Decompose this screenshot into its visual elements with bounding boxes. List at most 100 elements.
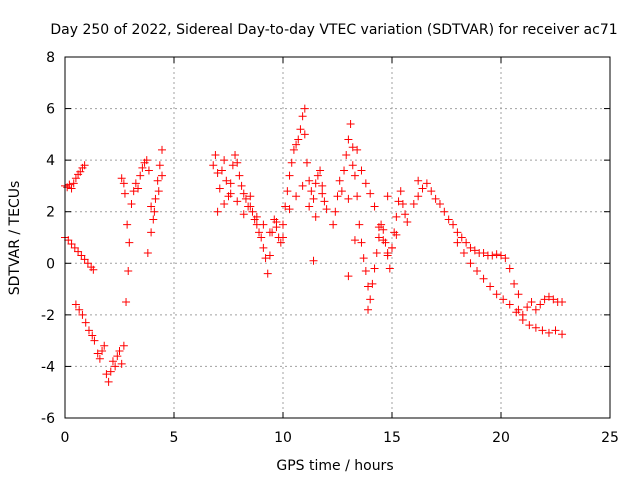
data-point [84,326,93,335]
data-point [89,265,98,274]
data-point [366,295,375,304]
data-point [444,215,453,224]
data-point [298,181,307,190]
data-point [281,202,290,211]
data-point [294,135,303,144]
x-tick-label: 20 [492,430,510,446]
data-point [329,220,338,229]
data-point [558,297,567,306]
data-point [158,145,167,154]
data-point [88,331,97,340]
data-point [283,187,292,196]
data-point [409,199,418,208]
data-point [69,179,78,188]
data-point [265,251,274,260]
data-point [492,290,501,299]
data-point [151,194,160,203]
chart-title: Day 250 of 2022, Sidereal Day-to-day VTE… [50,22,617,38]
data-point [102,370,111,379]
y-tick-label: -2 [41,308,55,324]
x-tick-label: 10 [274,430,292,446]
data-point [239,210,248,219]
axis-ticks: 0 5 10 15 20 25 -6 -4 -2 0 2 4 6 8 [41,50,619,446]
data-point [83,259,92,268]
data-point [370,202,379,211]
y-tick-label: 0 [46,256,55,272]
x-axis-label: GPS time / hours [276,458,393,474]
data-point [307,187,316,196]
data-point [90,336,99,345]
data-point [374,223,383,232]
data-point [119,179,128,188]
data-point [117,359,126,368]
data-point [350,236,359,245]
plot-frame [64,56,611,419]
data-point [220,156,229,165]
data-point [473,267,482,276]
y-tick-label: 8 [46,50,55,66]
data-point [150,207,159,216]
data-point [418,184,427,193]
data-point [364,305,373,314]
data-point [466,259,475,268]
data-point [252,212,261,221]
data-point [143,248,152,257]
data-point [536,300,545,309]
data-point [479,274,488,283]
data-point [248,207,257,216]
data-point [486,282,495,291]
data-point [531,323,540,332]
data-point [215,184,224,193]
data-point [372,248,381,257]
data-point [149,215,158,224]
data-point [64,236,73,245]
data-point [222,176,231,185]
data-point [427,187,436,196]
data-point [257,233,266,242]
data-point [300,104,309,113]
data-point [459,248,468,257]
data-point [241,194,250,203]
data-point [255,228,264,237]
data-point [246,192,255,201]
data-point [67,184,76,193]
data-point [93,349,102,358]
data-point [108,357,117,366]
data-point [263,269,272,278]
x-tick-label: 5 [170,430,179,446]
data-point [392,230,401,239]
data-point [398,199,407,208]
data-point [311,179,320,188]
data-point [353,145,362,154]
data-point [514,305,523,314]
data-point [396,187,405,196]
data-point [316,166,325,175]
data-point [505,300,514,309]
data-point [370,264,379,273]
data-point [259,220,268,229]
data-point [385,264,394,273]
data-point [383,192,392,201]
data-point [344,135,353,144]
y-axis-label: SDTVAR / TECUs [7,181,23,296]
data-point [129,187,138,196]
data-point [75,305,84,314]
data-point [540,295,549,304]
data-point [74,247,83,256]
data-point [239,189,248,198]
data-point [228,161,237,170]
data-point [531,305,540,314]
data-point [125,238,134,247]
data-point [142,156,151,165]
data-point [435,199,444,208]
data-point [514,290,523,299]
data-point [117,174,126,183]
data-point [510,279,519,288]
data-point [104,377,113,386]
data-point [113,352,122,361]
data-point [213,207,222,216]
data-point [379,236,388,245]
data-point [134,184,143,193]
data-point [302,158,311,167]
data-point [233,197,242,206]
